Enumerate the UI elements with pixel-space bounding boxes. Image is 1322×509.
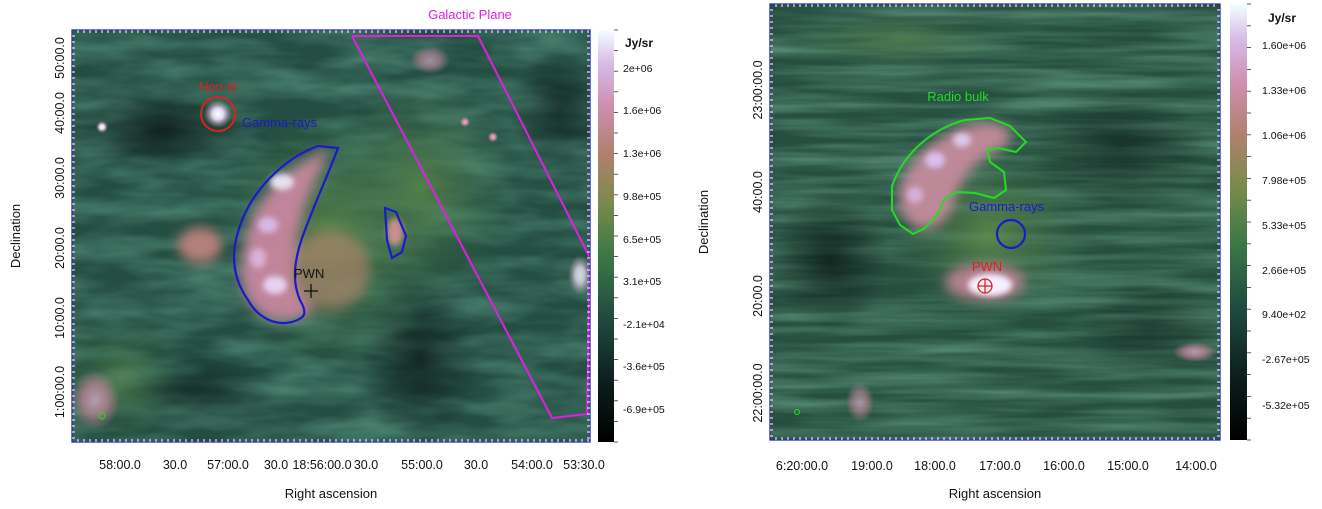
x-tick-label: 19:00.0 <box>851 459 893 473</box>
x-tick-label: 30.0 <box>464 458 488 472</box>
x-tick-label: 30.0 <box>163 458 187 472</box>
colorbar-tick-label: 3.1e+05 <box>623 276 661 288</box>
x-tick-label: 57:00.0 <box>207 458 249 472</box>
x-tick-label: 6:20:00.0 <box>776 459 828 473</box>
pwn-label-right: PWN <box>972 259 1002 274</box>
y-tick-label: 50:00.0 <box>53 37 67 79</box>
colorbar-tick-label: -3.6e+05 <box>623 361 665 373</box>
right-y-axis-label: Declination <box>696 190 711 254</box>
colorbar-tick-label: -6.9e+05 <box>623 404 665 416</box>
right-x-tick-labels: 6:20:00.0 19:00.0 18:00.0 17:00.0 16:00.… <box>776 459 1217 473</box>
left-colorbar-labels: 2e+06 1.6e+06 1.3e+06 9.8e+05 6.5e+05 3.… <box>623 63 665 416</box>
colorbar-tick-label: 1.3e+06 <box>623 148 661 160</box>
colorbar-tick-label: -5.32e+05 <box>1262 400 1310 412</box>
x-tick-label: 18:56:00.0 <box>292 458 351 472</box>
colorbar-tick-label: 7.98e+05 <box>1262 175 1306 187</box>
right-heatmap <box>770 4 1220 440</box>
x-tick-label: 17:00.0 <box>979 459 1021 473</box>
x-tick-label: 54:00.0 <box>511 458 553 472</box>
y-tick-label: 40:00.0 <box>751 171 765 213</box>
colorbar-tick-label: 1.06e+06 <box>1262 130 1306 142</box>
non-id-label: Non-id <box>199 79 237 94</box>
galactic-plane-label: Galactic Plane <box>428 7 512 22</box>
right-colorbar: Jy/sr 1.60e+06 1.33e+06 1.06e+06 7.98e+0… <box>1230 3 1310 441</box>
radio-bulk-label: Radio bulk <box>927 89 989 104</box>
right-frame-ticks <box>770 4 1220 440</box>
y-tick-label: 10:00.0 <box>53 297 67 339</box>
right-frame <box>769 3 1221 441</box>
y-tick-label: 30:00.0 <box>53 157 67 199</box>
x-tick-label: 58:00.0 <box>99 458 141 472</box>
colorbar-tick-label: 1.60e+06 <box>1262 40 1306 52</box>
y-tick-label: 20:00.0 <box>751 275 765 317</box>
right-colorbar-unit: Jy/sr <box>1268 11 1296 25</box>
x-tick-label: 55:00.0 <box>401 458 443 472</box>
x-tick-label: 16:00.0 <box>1043 459 1085 473</box>
colorbar-tick-label: 9.8e+05 <box>623 191 661 203</box>
pwn-marker-right <box>977 278 993 294</box>
pwn-marker-left <box>304 284 318 298</box>
gamma-rays-label-right: Gamma-rays <box>969 199 1045 214</box>
left-colorbar: Jy/sr 2e+06 1.6e+06 1.3e+06 9.8e+05 6.5e… <box>598 29 665 443</box>
y-tick-label: 22:00:00.0 <box>751 363 765 422</box>
colorbar-tick-label: 1.6e+06 <box>623 105 661 117</box>
gamma-contour-left-main <box>232 144 340 325</box>
colorbar-tick-label: 2.66e+05 <box>1262 265 1306 277</box>
colorbar-tick-label: 6.5e+05 <box>623 234 661 246</box>
left-frame <box>71 29 591 443</box>
left-y-axis-label: Declination <box>8 204 23 268</box>
pwn-label-left: PWN <box>294 266 324 281</box>
x-tick-label: 18:00.0 <box>914 459 956 473</box>
gamma-rays-circle-right <box>995 218 1027 250</box>
radio-bulk-contour <box>891 116 1028 236</box>
x-tick-label: 15:00.0 <box>1107 459 1149 473</box>
right-panel: Radio bulk Gamma-rays PWN 6:20:00.0 19:0… <box>696 3 1310 501</box>
x-tick-label: 53:30.0 <box>563 458 605 472</box>
colorbar-tick-label: -2.1e+04 <box>623 319 665 331</box>
left-x-tick-labels: 58:00.0 30.0 57:00.0 30.0 18:56:00.0 30.… <box>99 458 605 472</box>
y-tick-label: 1:00:00.0 <box>53 366 67 418</box>
colorbar-tick-label: 5.33e+05 <box>1262 220 1306 232</box>
x-tick-label: 30.0 <box>264 458 288 472</box>
colorbar-tick-label: 2e+06 <box>623 63 653 75</box>
gamma-contour-left-small <box>383 206 408 260</box>
x-tick-label: 30.0 <box>354 458 378 472</box>
left-frame-ticks <box>72 30 590 442</box>
y-tick-label: 20:00.0 <box>53 227 67 269</box>
y-tick-label: 23:00:00.0 <box>751 60 765 119</box>
left-x-axis-label: Right ascension <box>285 486 378 501</box>
colorbar-tick-label: 1.33e+06 <box>1262 85 1306 97</box>
left-panel: Galactic Plane Non-id Gamma-rays PWN 58:… <box>8 7 665 501</box>
x-tick-label: 14:00.0 <box>1175 459 1217 473</box>
left-heatmap <box>72 30 590 442</box>
right-x-axis-label: Right ascension <box>949 486 1042 501</box>
colorbar-tick-label: 9.40e+02 <box>1262 309 1306 321</box>
left-y-tick-labels: 50:00.0 40:00.0 30:00.0 20:00.0 10:00.0 … <box>53 37 67 418</box>
right-y-tick-labels: 23:00:00.0 40:00.0 20:00.0 22:00:00.0 <box>751 60 765 422</box>
gamma-rays-label-left: Gamma-rays <box>242 115 318 130</box>
left-colorbar-unit: Jy/sr <box>625 36 653 50</box>
non-id-circle <box>200 96 236 132</box>
colorbar-tick-label: -2.67e+05 <box>1262 354 1310 366</box>
right-colorbar-labels: 1.60e+06 1.33e+06 1.06e+06 7.98e+05 5.33… <box>1262 40 1310 412</box>
y-tick-label: 40:00.0 <box>53 92 67 134</box>
